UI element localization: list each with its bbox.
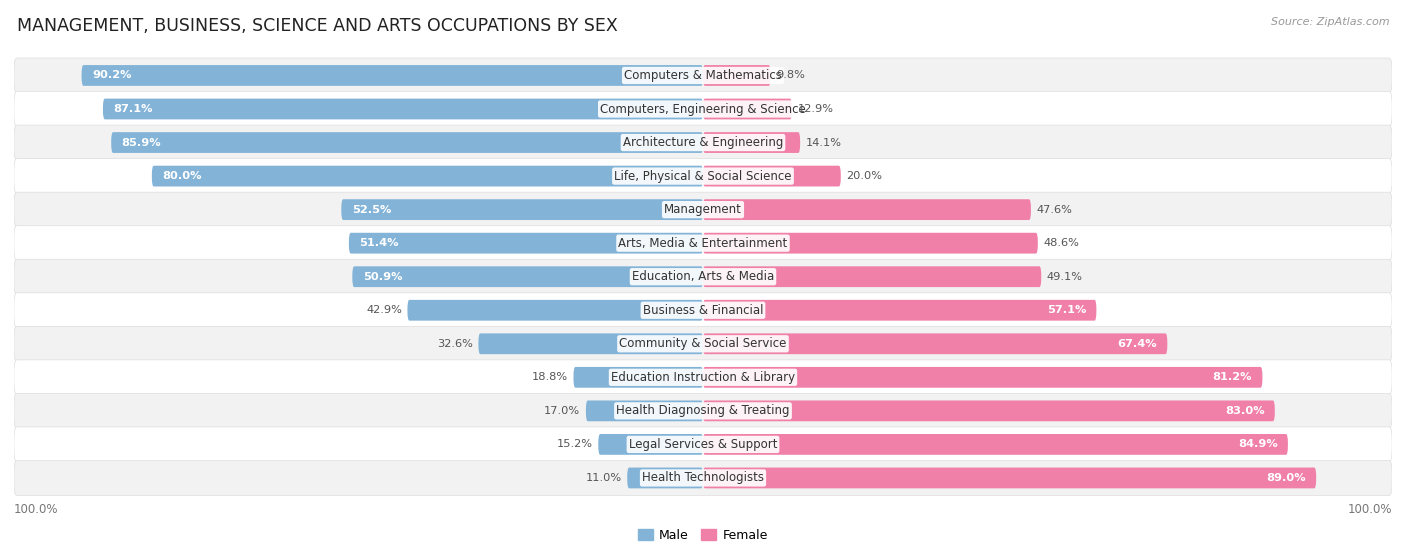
Legend: Male, Female: Male, Female — [633, 524, 773, 547]
Text: Computers, Engineering & Science: Computers, Engineering & Science — [600, 102, 806, 116]
Text: 57.1%: 57.1% — [1046, 305, 1085, 315]
FancyBboxPatch shape — [14, 159, 1392, 193]
Text: 9.8%: 9.8% — [776, 70, 804, 80]
FancyBboxPatch shape — [14, 427, 1392, 462]
FancyBboxPatch shape — [703, 333, 1167, 354]
FancyBboxPatch shape — [82, 65, 703, 86]
Text: 90.2%: 90.2% — [91, 70, 131, 80]
Text: 18.8%: 18.8% — [531, 372, 568, 382]
FancyBboxPatch shape — [14, 92, 1392, 126]
Text: Education Instruction & Library: Education Instruction & Library — [612, 371, 794, 384]
FancyBboxPatch shape — [342, 199, 703, 220]
Text: 42.9%: 42.9% — [366, 305, 402, 315]
FancyBboxPatch shape — [703, 367, 1263, 388]
Text: Management: Management — [664, 203, 742, 216]
Text: Health Technologists: Health Technologists — [643, 471, 763, 485]
Text: 17.0%: 17.0% — [544, 406, 581, 416]
FancyBboxPatch shape — [14, 226, 1392, 260]
FancyBboxPatch shape — [703, 199, 1031, 220]
Text: 80.0%: 80.0% — [162, 171, 201, 181]
FancyBboxPatch shape — [353, 266, 703, 287]
FancyBboxPatch shape — [703, 467, 1316, 489]
FancyBboxPatch shape — [349, 233, 703, 254]
Text: 47.6%: 47.6% — [1036, 205, 1073, 215]
Text: 12.9%: 12.9% — [797, 104, 834, 114]
Text: 83.0%: 83.0% — [1225, 406, 1264, 416]
FancyBboxPatch shape — [627, 467, 703, 489]
FancyBboxPatch shape — [14, 192, 1392, 227]
Text: 32.6%: 32.6% — [437, 339, 472, 349]
Text: 100.0%: 100.0% — [14, 503, 59, 516]
FancyBboxPatch shape — [703, 233, 1038, 254]
FancyBboxPatch shape — [14, 58, 1392, 93]
Text: 15.2%: 15.2% — [557, 439, 593, 449]
FancyBboxPatch shape — [574, 367, 703, 388]
Text: MANAGEMENT, BUSINESS, SCIENCE AND ARTS OCCUPATIONS BY SEX: MANAGEMENT, BUSINESS, SCIENCE AND ARTS O… — [17, 17, 617, 35]
Text: 67.4%: 67.4% — [1118, 339, 1157, 349]
Text: 84.9%: 84.9% — [1237, 439, 1278, 449]
Text: Computers & Mathematics: Computers & Mathematics — [624, 69, 782, 82]
FancyBboxPatch shape — [14, 125, 1392, 160]
Text: 51.4%: 51.4% — [359, 238, 399, 248]
Text: Source: ZipAtlas.com: Source: ZipAtlas.com — [1271, 17, 1389, 27]
Text: 20.0%: 20.0% — [846, 171, 883, 181]
Text: Business & Financial: Business & Financial — [643, 304, 763, 317]
FancyBboxPatch shape — [103, 98, 703, 120]
Text: Legal Services & Support: Legal Services & Support — [628, 438, 778, 451]
Text: 89.0%: 89.0% — [1267, 473, 1306, 483]
Text: Community & Social Service: Community & Social Service — [619, 337, 787, 350]
FancyBboxPatch shape — [703, 400, 1275, 421]
FancyBboxPatch shape — [703, 132, 800, 153]
FancyBboxPatch shape — [586, 400, 703, 421]
Text: 85.9%: 85.9% — [121, 138, 162, 148]
Text: Architecture & Engineering: Architecture & Engineering — [623, 136, 783, 149]
Text: 49.1%: 49.1% — [1047, 272, 1083, 282]
FancyBboxPatch shape — [14, 259, 1392, 294]
FancyBboxPatch shape — [599, 434, 703, 455]
Text: Health Diagnosing & Treating: Health Diagnosing & Treating — [616, 404, 790, 418]
Text: Education, Arts & Media: Education, Arts & Media — [631, 270, 775, 283]
Text: 81.2%: 81.2% — [1212, 372, 1253, 382]
FancyBboxPatch shape — [14, 326, 1392, 361]
Text: 50.9%: 50.9% — [363, 272, 402, 282]
Text: Life, Physical & Social Science: Life, Physical & Social Science — [614, 169, 792, 183]
FancyBboxPatch shape — [703, 266, 1042, 287]
FancyBboxPatch shape — [14, 293, 1392, 328]
FancyBboxPatch shape — [111, 132, 703, 153]
FancyBboxPatch shape — [703, 98, 792, 120]
FancyBboxPatch shape — [703, 65, 770, 86]
Text: Arts, Media & Entertainment: Arts, Media & Entertainment — [619, 236, 787, 250]
FancyBboxPatch shape — [703, 165, 841, 187]
Text: 48.6%: 48.6% — [1043, 238, 1080, 248]
Text: 11.0%: 11.0% — [585, 473, 621, 483]
FancyBboxPatch shape — [408, 300, 703, 321]
Text: 14.1%: 14.1% — [806, 138, 842, 148]
FancyBboxPatch shape — [14, 394, 1392, 428]
FancyBboxPatch shape — [478, 333, 703, 354]
FancyBboxPatch shape — [14, 360, 1392, 395]
Text: 100.0%: 100.0% — [1347, 503, 1392, 516]
FancyBboxPatch shape — [703, 434, 1288, 455]
Text: 52.5%: 52.5% — [352, 205, 391, 215]
FancyBboxPatch shape — [703, 300, 1097, 321]
Text: 87.1%: 87.1% — [114, 104, 153, 114]
FancyBboxPatch shape — [14, 461, 1392, 495]
FancyBboxPatch shape — [152, 165, 703, 187]
